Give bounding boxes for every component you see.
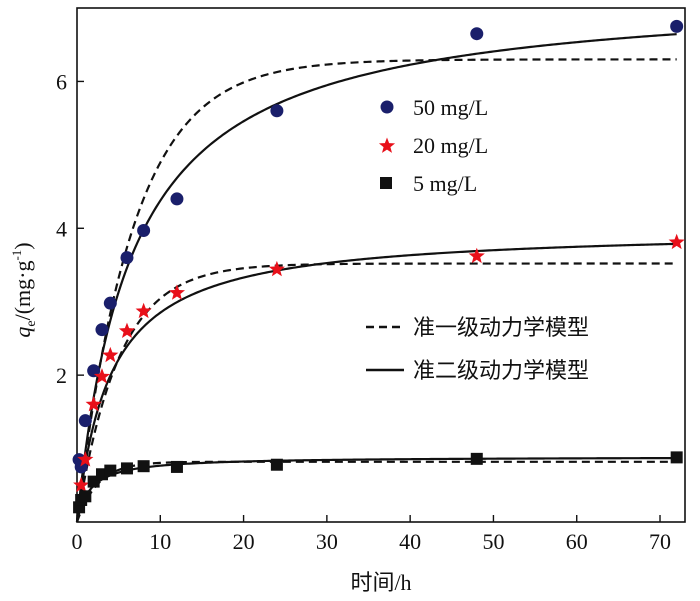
fit-curves-layer	[75, 33, 677, 523]
data-point-20mgL	[77, 451, 94, 467]
pso-fit-curve-series-0	[75, 33, 677, 523]
x-tick-label: 50	[482, 529, 504, 554]
legend-marker-5mgL	[380, 177, 392, 189]
data-point-20mgL	[468, 247, 485, 264]
data-point-50mgL	[137, 223, 151, 237]
y-axis-label-unit: /(mg·g	[10, 261, 35, 321]
y-axis-label: qe/(mg·g-1)	[9, 242, 39, 337]
x-tick-label: 30	[316, 529, 338, 554]
data-point-50mgL	[120, 251, 134, 265]
y-tick-label: 4	[56, 216, 67, 241]
data-point-5mgL	[79, 490, 92, 503]
data-point-50mgL	[78, 414, 92, 428]
data-point-5mgL	[270, 458, 283, 471]
legend-marker-50mgL	[380, 100, 394, 114]
x-tick-label: 20	[233, 529, 255, 554]
data-point-50mgL	[270, 104, 284, 118]
data-point-20mgL	[102, 346, 119, 363]
series-legend: 50 mg/L 20 mg/L 5 mg/L	[378, 95, 488, 196]
data-point-5mgL	[670, 451, 683, 464]
data-point-20mgL	[268, 260, 285, 277]
data-point-20mgL	[85, 396, 102, 412]
legend-label-pfo: 准一级动力学模型	[413, 315, 589, 340]
plot-frame	[76, 7, 686, 523]
legend-label-50mgL: 50 mg/L	[413, 95, 488, 120]
x-tick-label: 0	[72, 529, 83, 554]
x-axis-label: 时间/h	[350, 570, 411, 595]
legend-marker-20mgL	[378, 137, 396, 153]
data-point-5mgL	[104, 464, 117, 477]
y-axis-label-q: q	[10, 327, 35, 338]
y-axis-label-sup: -1	[9, 250, 24, 261]
ticks-layer: 0 10 20 30 40 50 60 70 2 4 6	[56, 69, 671, 554]
data-point-50mgL	[170, 192, 184, 206]
data-point-20mgL	[168, 284, 186, 300]
y-axis-label-sub: e	[24, 320, 39, 326]
data-point-5mgL	[470, 452, 483, 465]
fit-legend: 准一级动力学模型 准二级动力学模型	[366, 315, 589, 383]
data-point-20mgL	[668, 233, 685, 250]
legend-label-pso: 准二级动力学模型	[413, 358, 589, 383]
pso-fit-curve-series-2	[75, 456, 677, 523]
data-point-50mgL	[95, 323, 109, 337]
pfo-fit-curve-series-1	[75, 262, 677, 523]
data-point-5mgL	[170, 460, 183, 473]
data-points-layer	[72, 19, 685, 514]
data-point-5mgL	[137, 460, 150, 473]
y-axis-label-close: )	[10, 242, 35, 249]
legend-label-5mgL: 5 mg/L	[413, 171, 477, 196]
data-point-50mgL	[103, 296, 117, 310]
x-tick-label: 70	[649, 529, 671, 554]
data-point-20mgL	[135, 302, 152, 319]
data-point-50mgL	[670, 19, 684, 33]
data-point-20mgL	[118, 322, 136, 338]
data-point-20mgL	[93, 368, 111, 384]
pfo-fit-curve-series-0	[75, 58, 677, 523]
y-tick-label: 2	[56, 363, 67, 388]
legend-label-20mgL: 20 mg/L	[413, 133, 488, 158]
data-point-5mgL	[120, 462, 133, 475]
x-tick-label: 60	[566, 529, 588, 554]
pfo-fit-curve-series-2	[75, 460, 677, 523]
y-tick-label: 6	[56, 69, 67, 94]
pso-fit-curve-series-1	[75, 242, 677, 523]
x-tick-label: 10	[149, 529, 171, 554]
x-tick-label: 40	[399, 529, 421, 554]
data-point-20mgL	[73, 476, 90, 493]
data-point-50mgL	[470, 27, 484, 41]
